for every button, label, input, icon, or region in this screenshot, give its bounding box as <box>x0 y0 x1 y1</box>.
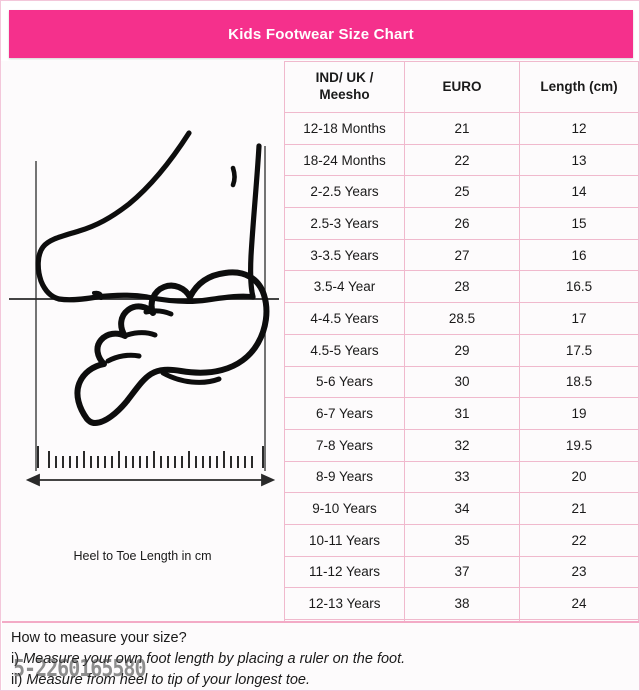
cell-euro: 37 <box>404 555 520 589</box>
table-body: 12-18 Months 21 12 18-24 Months 22 13 2-2.5 Ye… <box>284 112 639 652</box>
size-chart-table: IND/ UK / Meesho EURO Length (cm) 12-18 … <box>284 61 639 652</box>
table-row: 10-11 Years 35 22 <box>284 523 639 557</box>
column-header-ind-uk-meesho: IND/ UK / Meesho <box>284 61 405 113</box>
table-row: 3-3.5 Years 27 16 <box>284 238 639 272</box>
column-header-length-cm: Length (cm) <box>519 61 639 113</box>
table-row: 3.5-4 Year 28 16.5 <box>284 270 639 304</box>
instruction-text-1: Measure your own foot length by placing … <box>23 651 406 667</box>
foot-measurement-diagram: Heel to Toe Length in cm <box>1 61 284 621</box>
cell-age: 8-9 Years <box>284 460 405 494</box>
header-line-2: Meesho <box>319 87 370 102</box>
table-row: 9-10 Years 34 21 <box>284 492 639 525</box>
cell-euro: 33 <box>404 460 520 494</box>
table-row: 7-8 Years 32 19.5 <box>284 428 639 462</box>
cell-age: 3.5-4 Year <box>284 270 405 304</box>
cell-age: 11-12 Years <box>284 555 405 589</box>
instruction-marker-2: ii) <box>11 672 23 688</box>
cell-euro: 29 <box>404 333 520 367</box>
cell-length-cm: 21 <box>519 492 639 525</box>
page-title: Kids Footwear Size Chart <box>228 25 414 43</box>
table-row: 2.5-3 Years 26 15 <box>284 207 639 240</box>
cell-length-cm: 23 <box>519 555 639 589</box>
cell-euro: 38 <box>404 587 520 620</box>
cell-euro: 30 <box>404 365 520 399</box>
cell-age: 10-11 Years <box>284 523 405 557</box>
table-row: 8-9 Years 33 20 <box>284 460 639 494</box>
cell-age: 6-7 Years <box>284 397 405 430</box>
table-row: 12-18 Months 21 12 <box>284 112 639 145</box>
cell-length-cm: 18.5 <box>519 365 639 399</box>
cell-euro: 28.5 <box>404 302 520 335</box>
table-row: 6-7 Years 31 19 <box>284 397 639 430</box>
cell-euro: 21 <box>404 112 520 145</box>
table-header-row: IND/ UK / Meesho EURO Length (cm) <box>284 61 639 113</box>
table-row: 4-4.5 Years 28.5 17 <box>284 302 639 335</box>
diagram-caption: Heel to Toe Length in cm <box>73 549 212 563</box>
cell-age: 7-8 Years <box>284 428 405 462</box>
cell-age: 2.5-3 Years <box>284 207 405 240</box>
foot-side-view <box>35 130 262 305</box>
cell-length-cm: 15 <box>519 207 639 240</box>
cell-euro: 35 <box>404 523 520 557</box>
chart-title-banner: Kids Footwear Size Chart <box>9 10 633 58</box>
instruction-item-1: i) Measure your own foot length by placi… <box>11 649 639 670</box>
ankle-tick <box>230 165 237 188</box>
column-header-euro: EURO <box>404 61 520 113</box>
table-row: 11-12 Years 37 23 <box>284 555 639 589</box>
table-row: 4.5-5 Years 29 17.5 <box>284 333 639 367</box>
cell-length-cm: 14 <box>519 175 639 209</box>
table-row: 18-24 Months 22 13 <box>284 143 639 177</box>
cell-age: 5-6 Years <box>284 365 405 399</box>
cell-length-cm: 16.5 <box>519 270 639 304</box>
table-row: 12-13 Years 38 24 <box>284 587 639 620</box>
cell-age: 2-2.5 Years <box>284 175 405 209</box>
cell-length-cm: 19.5 <box>519 428 639 462</box>
cell-euro: 27 <box>404 238 520 272</box>
cell-age: 12-13 Years <box>284 587 405 620</box>
cell-age: 3-3.5 Years <box>284 238 405 272</box>
cell-length-cm: 13 <box>519 143 639 177</box>
cell-age: 12-18 Months <box>284 112 405 145</box>
instruction-item-2: ii) Measure from heel to tip of your lon… <box>11 670 639 690</box>
cell-length-cm: 17.5 <box>519 333 639 367</box>
instructions-heading: How to measure your size? <box>11 630 187 646</box>
cell-euro: 28 <box>404 270 520 304</box>
ruler-scale <box>37 446 264 468</box>
cell-length-cm: 22 <box>519 523 639 557</box>
cell-age: 4.5-5 Years <box>284 333 405 367</box>
cell-euro: 34 <box>404 492 520 525</box>
foot-sole-view <box>74 269 270 426</box>
cell-length-cm: 24 <box>519 587 639 620</box>
cell-age: 4-4.5 Years <box>284 302 405 335</box>
measurement-instructions: How to measure your size? i) Measure you… <box>2 621 639 690</box>
instruction-marker-1: i) <box>11 651 20 667</box>
table-row: 2-2.5 Years 25 14 <box>284 175 639 209</box>
cell-euro: 32 <box>404 428 520 462</box>
cell-age: 9-10 Years <box>284 492 405 525</box>
cell-euro: 25 <box>404 175 520 209</box>
header-line-1: IND/ UK / <box>315 70 374 86</box>
instruction-text-2: Measure from heel to tip of your longest… <box>26 672 311 688</box>
cell-age: 18-24 Months <box>284 143 405 177</box>
cell-euro: 22 <box>404 143 520 177</box>
cell-length-cm: 12 <box>519 112 639 145</box>
cell-euro: 26 <box>404 207 520 240</box>
dimension-arrow <box>25 473 276 487</box>
table-row: 5-6 Years 30 18.5 <box>284 365 639 399</box>
cell-length-cm: 20 <box>519 460 639 494</box>
cell-euro: 31 <box>404 397 520 430</box>
cell-length-cm: 17 <box>519 302 639 335</box>
cell-length-cm: 19 <box>519 397 639 430</box>
cell-length-cm: 16 <box>519 238 639 272</box>
